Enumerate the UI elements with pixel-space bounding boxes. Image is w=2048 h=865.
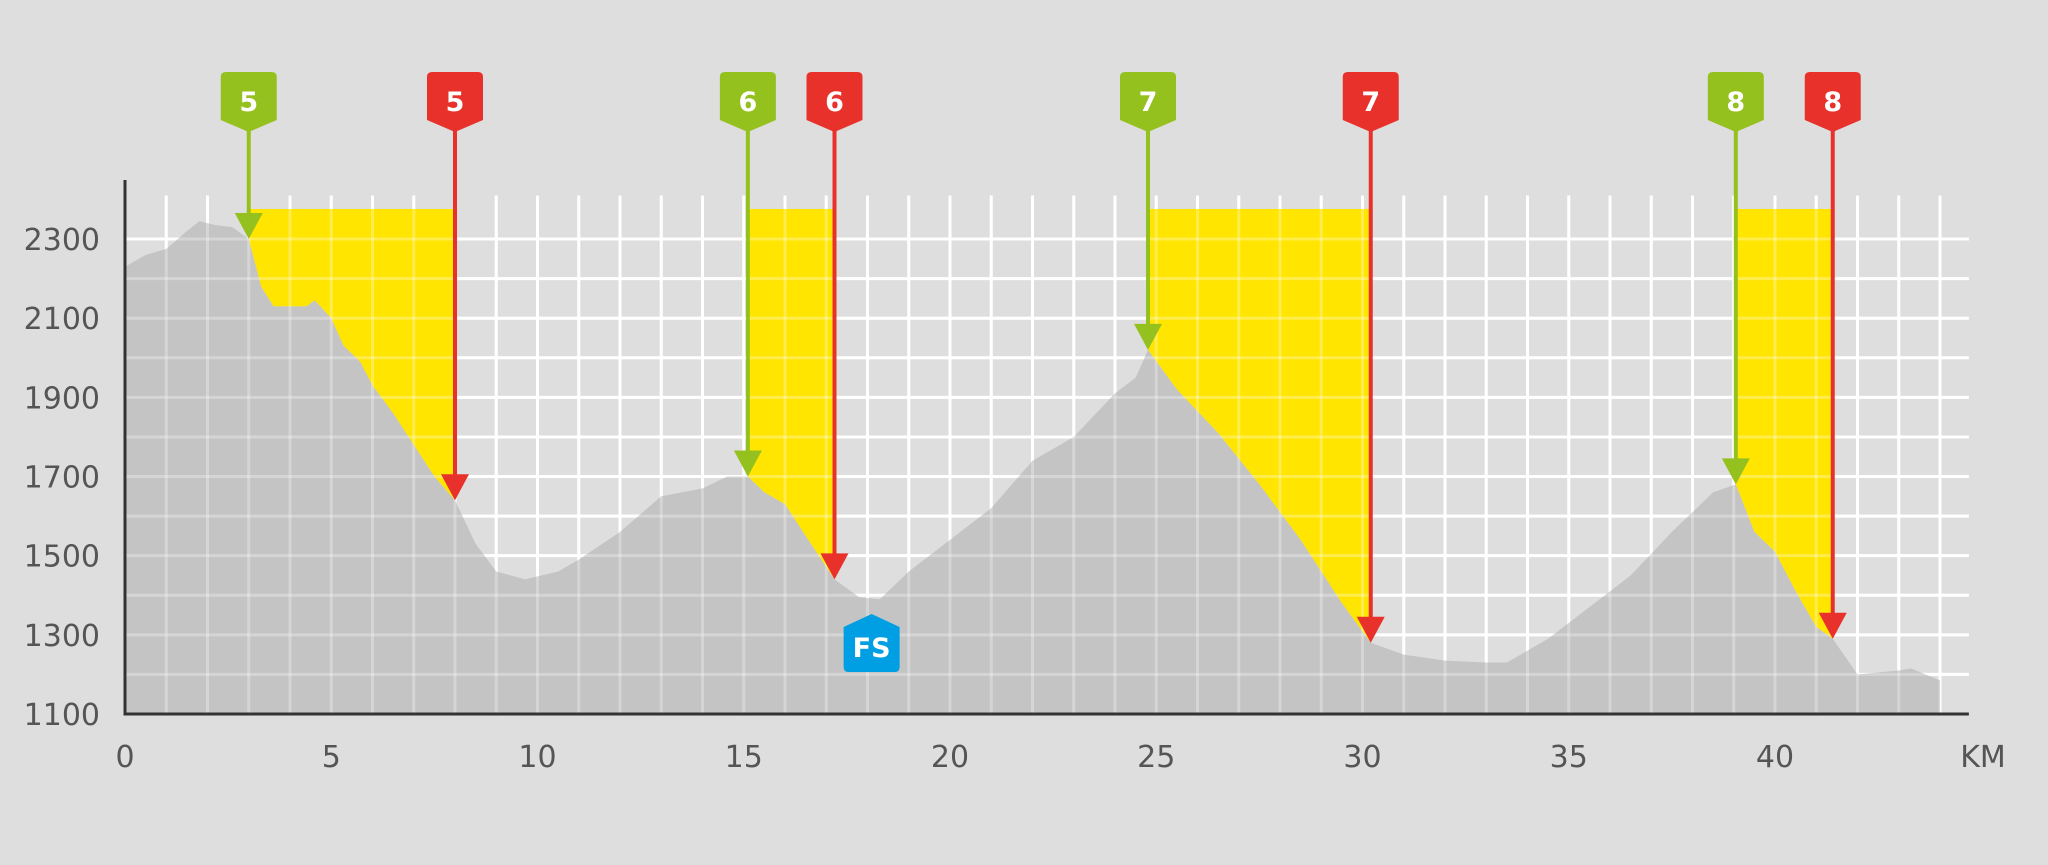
start-marker-tag	[1120, 72, 1176, 132]
start-marker-label: 7	[1139, 87, 1158, 118]
x-tick-label: 40	[1756, 740, 1794, 775]
fs-marker: FS	[843, 614, 900, 672]
end-marker-tag	[427, 72, 483, 132]
end-marker-6: 6	[806, 72, 863, 580]
arrow-down-icon	[441, 474, 469, 501]
end-marker-label: 5	[446, 87, 465, 118]
arrow-down-icon	[733, 450, 762, 477]
arrow-down-icon	[1818, 612, 1847, 639]
end-marker-7: 7	[1342, 72, 1399, 643]
x-tick-label: 35	[1550, 740, 1588, 775]
arrow-down-icon	[234, 213, 263, 240]
y-tick-label: 2100	[24, 302, 100, 337]
x-tick-label: 15	[725, 740, 763, 775]
end-marker-tag	[1804, 72, 1861, 132]
x-tick-label: 5	[322, 740, 341, 775]
start-marker-6: 6	[719, 72, 776, 477]
end-marker-label: 7	[1361, 87, 1380, 118]
start-marker-tag	[719, 72, 776, 132]
segment-markers: 5 5 6 6 7 7 8 8 FS	[220, 72, 1861, 672]
end-marker-tag	[806, 72, 863, 132]
end-marker-tag	[1342, 72, 1399, 132]
segment-highlight-5	[248, 208, 455, 501]
x-tick-label: 25	[1137, 740, 1175, 775]
fs-marker-badge	[843, 614, 900, 672]
y-tick-label: 2300	[24, 223, 100, 258]
x-tick-label: 0	[115, 740, 134, 775]
y-tick-label: 1300	[24, 619, 100, 654]
y-tick-label: 1500	[24, 540, 100, 575]
arrow-down-icon	[1721, 458, 1750, 485]
x-tick-label: 20	[931, 740, 969, 775]
end-marker-label: 6	[825, 87, 844, 118]
elevation-profile-area	[125, 221, 1940, 714]
start-marker-label: 6	[738, 87, 757, 118]
start-marker-5: 5	[220, 72, 277, 240]
arrow-down-icon	[1356, 616, 1385, 643]
x-tick-label: 30	[1343, 740, 1381, 775]
y-tick-label: 1900	[24, 381, 100, 416]
y-tick-label: 1700	[24, 461, 100, 496]
arrow-down-icon	[1134, 323, 1162, 350]
end-marker-5: 5	[427, 72, 483, 501]
fs-marker-label: FS	[853, 633, 891, 664]
end-marker-8: 8	[1804, 72, 1861, 639]
arrow-down-icon	[820, 553, 849, 580]
axes	[123, 180, 1969, 716]
start-marker-label: 8	[1726, 87, 1745, 118]
x-axis-label: KM	[1960, 740, 2006, 775]
segment-highlight-8	[1735, 208, 1833, 639]
start-marker-8: 8	[1707, 72, 1764, 485]
segment-highlights	[248, 208, 1833, 643]
grid-overlay	[125, 195, 1969, 714]
start-marker-label: 5	[239, 87, 258, 118]
y-tick-label: 1100	[24, 698, 100, 733]
start-marker-tag	[220, 72, 277, 132]
start-marker-7: 7	[1120, 72, 1176, 350]
tick-labels: 1100 1300 1500 1700 1900 2100 2300 0 5 10 15 20 25 30…	[24, 223, 1794, 775]
start-marker-tag	[1707, 72, 1764, 132]
end-marker-label: 8	[1823, 87, 1842, 118]
segment-highlight-6	[747, 208, 835, 580]
x-tick-label: 10	[518, 740, 556, 775]
segment-highlight-7	[1148, 208, 1371, 643]
